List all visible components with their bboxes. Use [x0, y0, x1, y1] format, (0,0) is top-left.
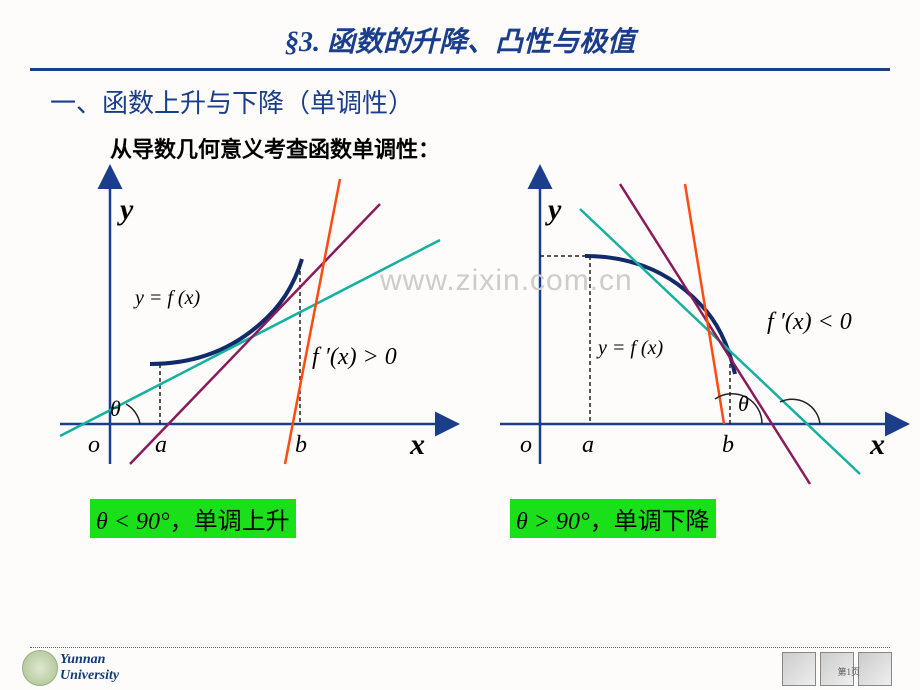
- footer-line: [30, 647, 890, 648]
- x-label: x: [409, 428, 425, 461]
- subtext: 从导数几何意义考查函数单调性：: [110, 132, 920, 164]
- left-chart: y x o a b θ y = f (x) f ′(x) > 0 θ < 90°…: [40, 164, 460, 544]
- tangent-orange: [685, 184, 724, 424]
- a-label: a: [155, 432, 167, 458]
- footer-icon-3: [858, 652, 892, 686]
- footer-text: Yunnan University: [60, 652, 119, 684]
- right-chart-svg: y x o a b θ y = f (x) f ′(x) < 0: [490, 164, 910, 504]
- footer-icon-1: [782, 652, 816, 686]
- section-heading: 一、函数上升与下降（单调性）: [50, 83, 920, 120]
- charts-area: www.zixin.com.cn y x o: [0, 164, 920, 584]
- right-chart: y x o a b θ y = f (x) f ′(x) < 0 θ > 90°…: [490, 164, 910, 544]
- o-label: o: [520, 432, 532, 458]
- deriv-label: f ′(x) > 0: [312, 344, 397, 370]
- curve: [150, 259, 302, 364]
- theta-label: θ: [738, 391, 749, 416]
- y-label: y: [117, 193, 134, 226]
- title-text: 函数的升降、凸性与极值: [327, 27, 635, 58]
- left-caption-theta: θ < 90°: [96, 509, 170, 535]
- title-prefix: §3.: [285, 27, 320, 58]
- university-seal-icon: [22, 650, 58, 686]
- section-text: 函数上升与下降（单调性）: [102, 89, 414, 118]
- func-label: y = f (x): [133, 287, 200, 309]
- section-numeral: 一、: [50, 89, 102, 118]
- right-caption: θ > 90°，单调下降: [510, 499, 716, 538]
- page-number: 第1页: [837, 665, 860, 678]
- b-label: b: [295, 432, 307, 458]
- left-chart-svg: y x o a b θ y = f (x) f ′(x) > 0: [40, 164, 460, 504]
- tangent-orange: [285, 179, 340, 464]
- x-label: x: [869, 428, 885, 461]
- right-caption-text: ，单调下降: [590, 509, 710, 535]
- footer-line2: University: [60, 668, 119, 684]
- y-label: y: [545, 193, 562, 226]
- deriv-label: f ′(x) < 0: [767, 309, 852, 335]
- title-underline: [30, 68, 890, 71]
- o-label: o: [88, 432, 100, 458]
- angle-arc: [126, 404, 140, 424]
- a-label: a: [582, 432, 594, 458]
- func-label: y = f (x): [596, 337, 663, 359]
- footer-line1: Yunnan: [60, 652, 119, 668]
- left-caption-text: ，单调上升: [170, 509, 290, 535]
- b-label: b: [722, 432, 734, 458]
- theta-label: θ: [110, 396, 121, 421]
- page-title: §3. 函数的升降、凸性与极值: [0, 0, 920, 60]
- right-caption-theta: θ > 90°: [516, 509, 590, 535]
- left-caption: θ < 90°，单调上升: [90, 499, 296, 538]
